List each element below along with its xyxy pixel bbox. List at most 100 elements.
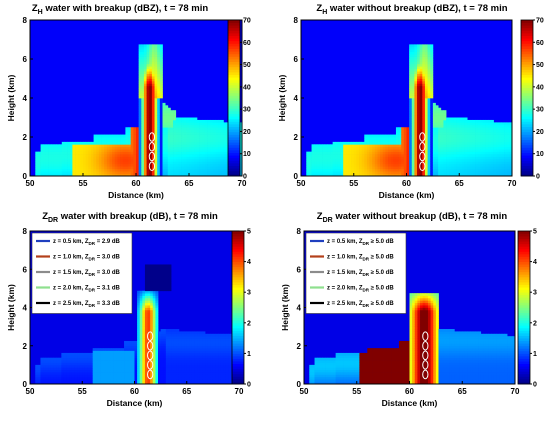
heatmap-cell [165, 149, 168, 152]
colorbar-step [228, 124, 240, 127]
heatmap-cell [399, 139, 402, 142]
colorbar-step [228, 69, 240, 72]
heatmap-cell [144, 110, 147, 113]
heatmap-cell [409, 157, 412, 160]
heatmap-cell [441, 159, 444, 162]
heatmap-cell [166, 264, 169, 267]
heatmap-cell [407, 144, 410, 147]
heatmap-cell [147, 110, 150, 113]
heatmap-cell [124, 377, 127, 380]
heatmap-cell [354, 142, 357, 145]
heatmap-cell [51, 152, 54, 155]
heatmap-cell [223, 142, 226, 145]
heatmap-cell [173, 120, 176, 123]
heatmap-cell [125, 159, 128, 162]
heatmap-cell [120, 142, 123, 145]
heatmap-cell [80, 355, 83, 358]
heatmap-cell [409, 98, 412, 101]
heatmap-cell [59, 169, 62, 172]
heatmap-cell [501, 132, 504, 135]
heatmap-cell [67, 147, 70, 150]
heatmap-cell [189, 154, 192, 157]
heatmap-cell [470, 149, 473, 152]
heatmap-cell [343, 164, 346, 167]
heatmap-cell [140, 379, 143, 382]
heatmap-cell [139, 171, 142, 174]
heatmap-cell [449, 132, 452, 135]
heatmap-cell [412, 105, 415, 108]
heatmap-cell [70, 147, 73, 150]
heatmap-cell [176, 360, 179, 363]
heatmap-cell [170, 142, 173, 145]
heatmap-cell [210, 142, 213, 145]
heatmap-cell [48, 379, 51, 382]
heatmap-cell [96, 171, 99, 174]
heatmap-cell [430, 54, 433, 57]
heatmap-cell [504, 161, 507, 164]
heatmap-cell [438, 137, 441, 140]
heatmap-cell [145, 296, 148, 299]
heatmap-cell [507, 161, 510, 164]
heatmap-cell [46, 157, 49, 160]
heatmap-cell [168, 353, 171, 356]
heatmap-cell [141, 96, 144, 99]
heatmap-cell [433, 125, 436, 128]
heatmap-cell [414, 169, 417, 172]
heatmap-cell [409, 81, 412, 84]
heatmap-cell [80, 365, 83, 368]
heatmap-cell [176, 348, 179, 351]
heatmap-cell [148, 293, 151, 296]
heatmap-cell [317, 164, 320, 167]
heatmap-cell [179, 351, 182, 354]
heatmap-cell [494, 161, 497, 164]
heatmap-cell [362, 171, 365, 174]
colorbar-step [521, 147, 533, 150]
heatmap-cell [35, 161, 38, 164]
heatmap-cell [91, 159, 94, 162]
heatmap-cell [420, 93, 423, 96]
heatmap-cell [494, 169, 497, 172]
heatmap-cell [362, 154, 365, 157]
heatmap-cell [443, 127, 446, 130]
heatmap-cell [149, 171, 152, 174]
heatmap-cell [133, 149, 136, 152]
heatmap-cell [375, 171, 378, 174]
heatmap-cell [158, 358, 161, 361]
heatmap-cell [412, 69, 415, 72]
heatmap-cell [346, 169, 349, 172]
heatmap-cell [475, 157, 478, 160]
heatmap-cell [116, 348, 119, 351]
heatmap-cell [414, 154, 417, 157]
heatmap-cell [457, 130, 460, 133]
heatmap-cell [499, 147, 502, 150]
heatmap-cell [51, 149, 54, 152]
heatmap-cell [414, 135, 417, 138]
heatmap-cell [67, 362, 70, 365]
heatmap-cell [420, 86, 423, 89]
heatmap-cell [141, 157, 144, 160]
heatmap-cell [194, 152, 197, 155]
heatmap-cell [184, 120, 187, 123]
heatmap-cell [205, 130, 208, 133]
heatmap-cell [98, 377, 101, 380]
heatmap-cell [414, 88, 417, 91]
colorbar-tick-label: 20 [243, 129, 251, 136]
heatmap-cell [179, 360, 182, 363]
heatmap-cell [67, 360, 70, 363]
heatmap-cell [186, 166, 189, 169]
heatmap-cell [443, 120, 446, 123]
heatmap-cell [120, 171, 123, 174]
heatmap-cell [152, 91, 155, 94]
heatmap-cell [153, 358, 156, 361]
heatmap-cell [391, 142, 394, 145]
heatmap-cell [74, 370, 77, 373]
heatmap-cell [486, 147, 489, 150]
heatmap-cell [210, 169, 213, 172]
heatmap-cell [375, 161, 378, 164]
heatmap-cell [93, 360, 96, 363]
heatmap-cell [449, 139, 452, 142]
heatmap-cell [149, 66, 152, 69]
heatmap-cell [499, 157, 502, 160]
heatmap-cell [166, 355, 169, 358]
heatmap-cell [186, 137, 189, 140]
